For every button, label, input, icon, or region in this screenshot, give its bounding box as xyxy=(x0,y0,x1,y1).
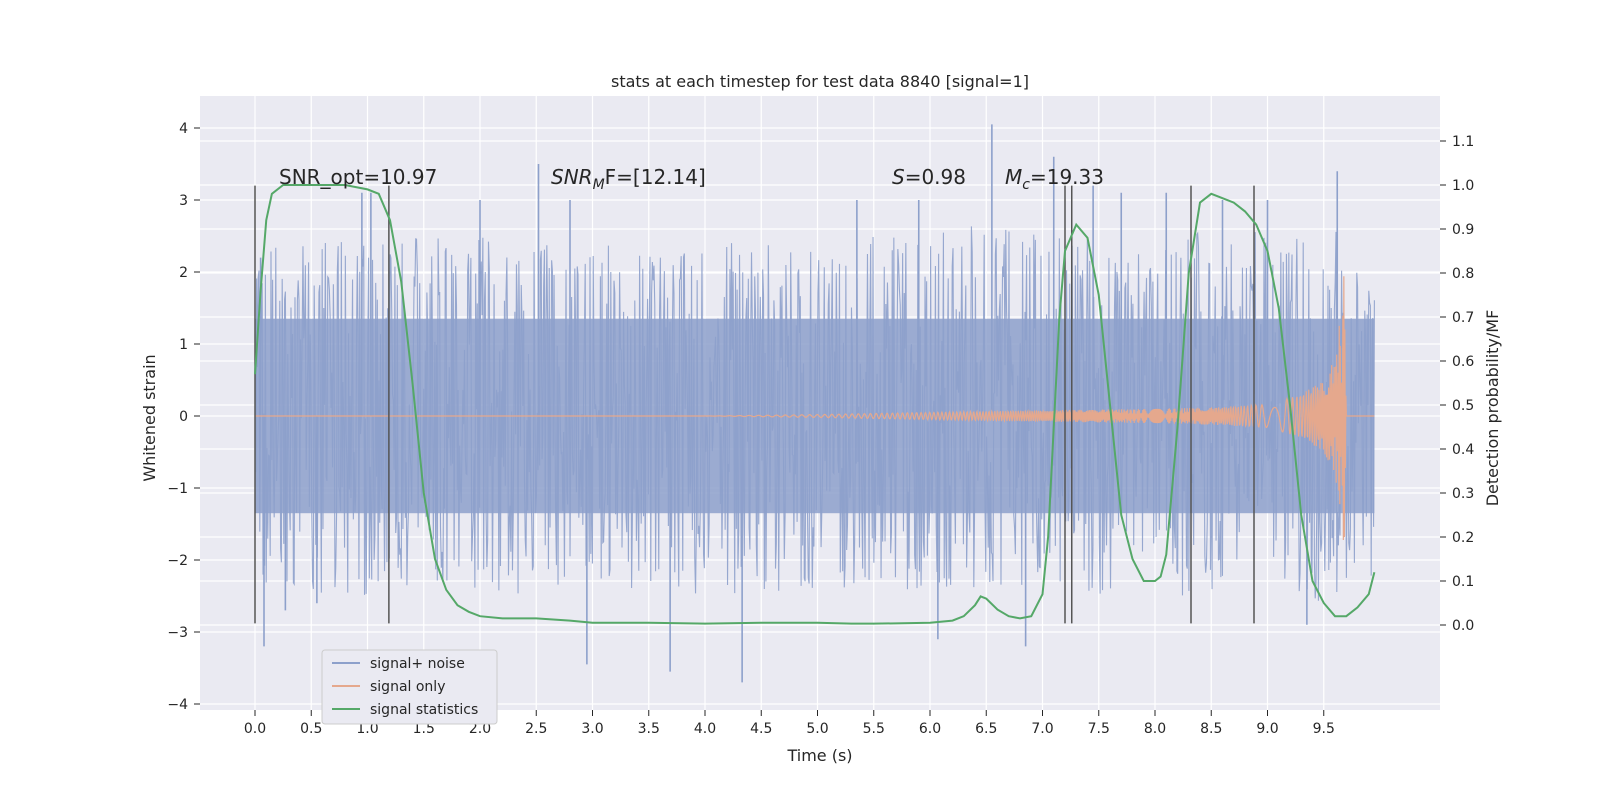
x-tick-label: 5.5 xyxy=(863,721,885,737)
signal-statistics-series xyxy=(254,184,1376,625)
y-right-axis-label: Detection probability/MF xyxy=(1483,310,1502,507)
mc-sub: c xyxy=(1022,177,1030,193)
x-tick-label: 1.5 xyxy=(413,721,435,737)
y-tick-label: −2 xyxy=(167,553,188,569)
y-right-tick-label: 0.4 xyxy=(1452,442,1474,458)
y-right-tick-label: 0.6 xyxy=(1452,354,1474,370)
x-axis-ticks: 0.0 0.5 1.0 1.5 2.0 2.5 3.0 3.5 4.0 4.5 5.0 5.5 6.0 6… xyxy=(244,710,1335,737)
y-right-axis-ticks: 1.1 1.0 0.9 0.8 0.7 0.6 0.5 0.4 0.3 0.2 0.1 0.0 xyxy=(1440,134,1474,634)
x-axis-label: Time (s) xyxy=(786,746,852,765)
signal-statistics-line xyxy=(254,184,1376,625)
y-tick-label: 3 xyxy=(179,193,188,209)
y-right-tick-label: 0.8 xyxy=(1452,266,1474,282)
legend-label-signal: signal only xyxy=(370,679,445,695)
mc-rest: =19.33 xyxy=(1030,165,1104,189)
x-tick-label: 6.0 xyxy=(919,721,941,737)
y-right-tick-label: 0.2 xyxy=(1452,530,1474,546)
x-tick-label: 3.5 xyxy=(638,721,660,737)
snr-mf-rest: F=[12.14] xyxy=(605,165,706,189)
y-right-tick-label: 1.0 xyxy=(1452,178,1474,194)
y-tick-label: 4 xyxy=(179,121,188,137)
y-axis-label: Whitened strain xyxy=(140,354,159,481)
x-tick-label: 0.0 xyxy=(244,721,266,737)
chart-title: stats at each timestep for test data 884… xyxy=(611,72,1029,91)
x-tick-label: 0.5 xyxy=(300,721,322,737)
s-rest: =0.98 xyxy=(905,165,966,189)
legend-label-stats: signal statistics xyxy=(370,702,478,718)
x-tick-label: 7.5 xyxy=(1088,721,1110,737)
y-right-tick-label: 0.9 xyxy=(1452,222,1474,238)
y-axis-ticks: 4 3 2 1 0 −1 −2 −3 −4 xyxy=(167,121,200,713)
snr-mf-base: SNR xyxy=(551,165,593,189)
y-tick-label: 1 xyxy=(179,337,188,353)
mc-base: M xyxy=(1005,165,1022,189)
y-right-tick-label: 0.7 xyxy=(1452,310,1474,326)
snr-mf-sub: M xyxy=(593,177,605,193)
y-right-tick-label: 0.0 xyxy=(1452,618,1474,634)
legend-box xyxy=(321,649,498,725)
x-tick-label: 3.0 xyxy=(581,721,603,737)
x-tick-label: 6.5 xyxy=(975,721,997,737)
x-tick-label: 8.0 xyxy=(1144,721,1166,737)
y-tick-label: 2 xyxy=(179,265,188,281)
x-tick-label: 4.0 xyxy=(694,721,716,737)
x-tick-label: 8.5 xyxy=(1200,721,1222,737)
legend: signal+ noise signal only signal statist… xyxy=(321,649,498,725)
annotation-mc: Mc=19.33 xyxy=(1005,165,1104,193)
x-tick-label: 9.0 xyxy=(1256,721,1278,737)
y-right-tick-label: 0.3 xyxy=(1452,486,1474,502)
y-tick-label: −4 xyxy=(167,697,188,713)
s-base: S xyxy=(892,165,905,189)
signal-only-series xyxy=(255,276,1375,540)
y-right-tick-label: 0.1 xyxy=(1452,574,1474,590)
annotation-s: S=0.98 xyxy=(892,165,966,189)
signal-only-line xyxy=(255,276,1375,540)
x-tick-label: 5.0 xyxy=(806,721,828,737)
y-tick-label: −3 xyxy=(167,625,188,641)
y-tick-label: 0 xyxy=(179,409,188,425)
x-tick-label: 2.5 xyxy=(525,721,547,737)
annotation-snr-mf: SNRMF=[12.14] xyxy=(551,165,706,193)
x-tick-label: 9.5 xyxy=(1313,721,1335,737)
y-right-tick-label: 0.5 xyxy=(1452,398,1474,414)
x-tick-label: 7.0 xyxy=(1031,721,1053,737)
x-tick-label: 2.0 xyxy=(469,721,491,737)
y-right-tick-label: 1.1 xyxy=(1452,134,1474,150)
x-tick-label: 1.0 xyxy=(356,721,378,737)
legend-label-noise: signal+ noise xyxy=(370,656,465,672)
annotation-snr-opt: SNR_opt=10.97 xyxy=(279,165,437,189)
y-tick-label: −1 xyxy=(167,481,188,497)
x-tick-label: 4.5 xyxy=(750,721,772,737)
